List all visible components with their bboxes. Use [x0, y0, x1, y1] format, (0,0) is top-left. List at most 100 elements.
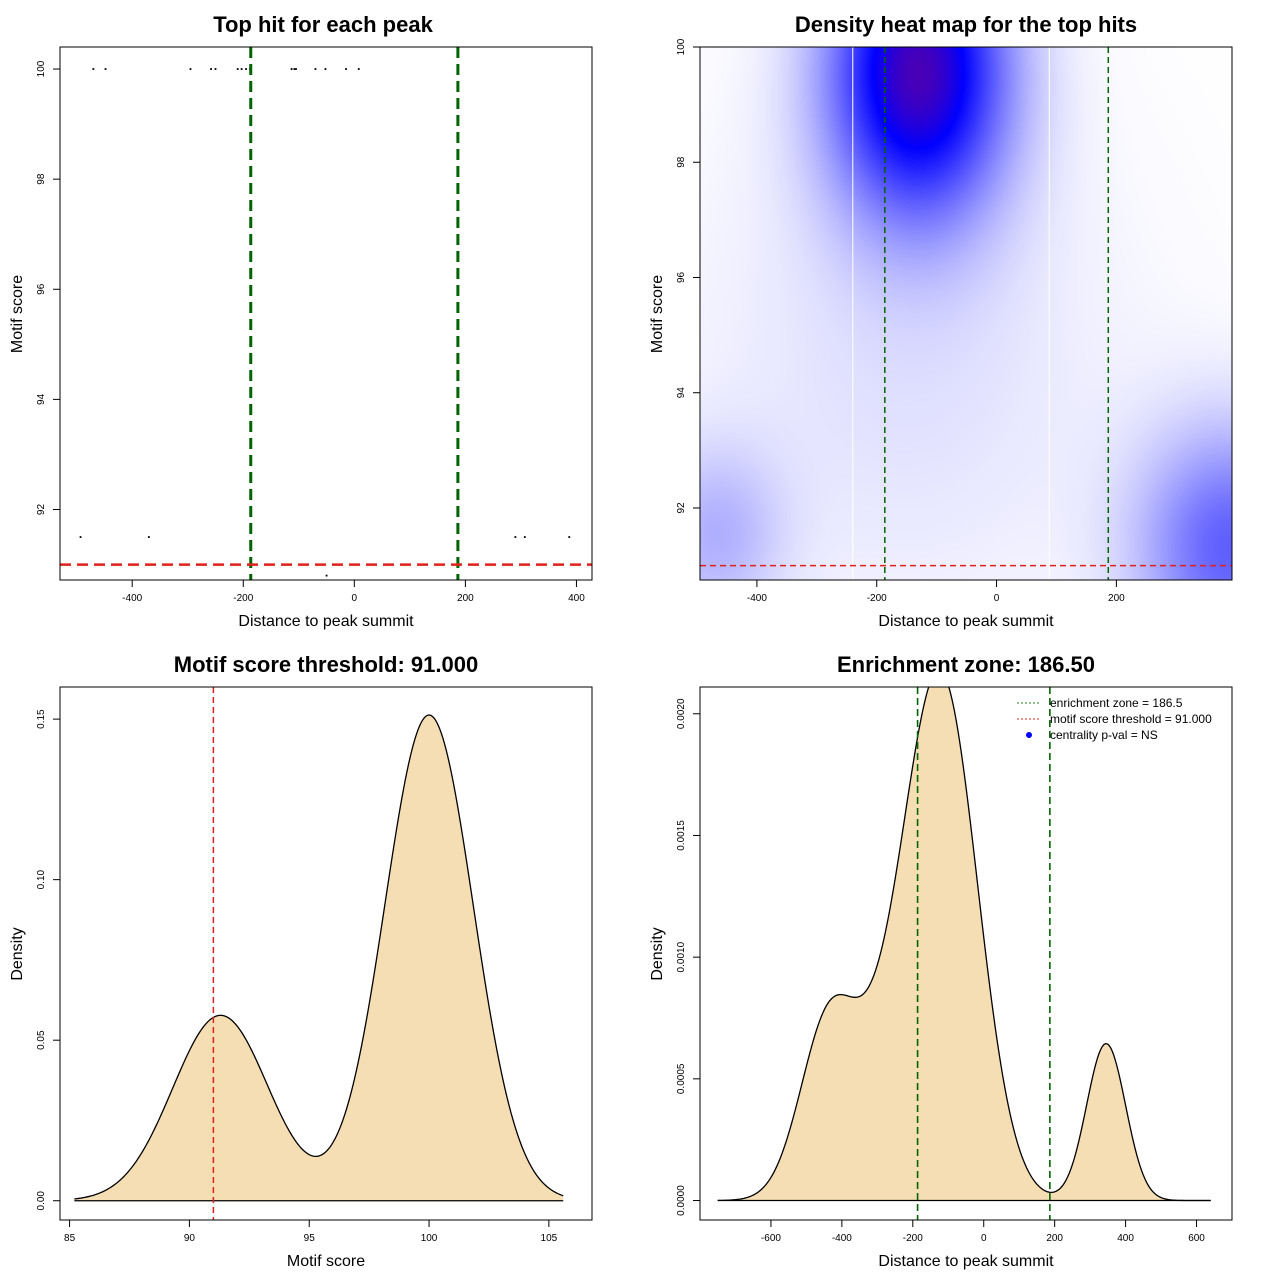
x-tick-label: 400: [568, 593, 585, 604]
scatter-point: [147, 536, 150, 538]
x-tick-label: 90: [184, 1233, 196, 1244]
chart-title: Enrichment zone: 186.50: [837, 652, 1095, 677]
y-tick-label: 0.05: [36, 1030, 47, 1050]
y-axis-label: Density: [9, 927, 26, 980]
panel-top-hits: Top hit for each peak -400 -200 0 200 400 92…: [9, 12, 593, 630]
scatter-point: [523, 536, 526, 538]
scatter-point: [314, 68, 317, 70]
legend-pval-swatch: [1026, 732, 1032, 738]
panel-score-density: Motif score threshold: 91.000 85 90 95 100 1…: [9, 652, 593, 1270]
scatter-point: [293, 68, 296, 70]
scatter-point: [245, 68, 247, 70]
y-tick-label: 94: [36, 393, 47, 405]
y-tick-label: 96: [36, 283, 47, 295]
x-tick-label: -400: [747, 593, 767, 604]
x-tick-label: -600: [761, 1233, 781, 1244]
y-tick-label: 98: [36, 173, 47, 185]
plot-frame: [59, 686, 593, 1221]
scatter-point: [210, 68, 212, 70]
x-tick-label: 200: [1108, 593, 1125, 604]
density-area: [74, 715, 564, 1201]
x-tick-label: 0: [352, 593, 358, 604]
y-tick-label: 96: [676, 271, 687, 283]
scatter-point: [357, 68, 360, 70]
scatter-point: [345, 68, 347, 70]
scatter-point: [104, 68, 107, 70]
x-tick-label: -400: [122, 593, 142, 604]
y-tick-label: 0.0010: [676, 941, 687, 972]
x-tick-label: 200: [1046, 1233, 1063, 1244]
y-tick-label: 92: [36, 504, 47, 516]
scatter-point: [240, 68, 243, 70]
y-tick-label: 92: [676, 502, 687, 514]
x-axis: 85 90 95 100 105: [64, 1220, 558, 1244]
y-tick-label: 0.0000: [676, 1185, 687, 1216]
legend: enrichment zone = 186.5 motif score thre…: [1017, 696, 1212, 742]
panel-distance-density: Enrichment zone: 186.50 -600 -400 -200 0 200…: [649, 652, 1233, 1270]
y-axis: 92 94 96 98 100: [676, 38, 700, 514]
scatter-point: [325, 574, 328, 577]
y-axis-label: Motif score: [9, 275, 26, 353]
y-tick-label: 98: [676, 156, 687, 168]
scatter-point: [79, 536, 82, 538]
y-tick-label: 0.0015: [676, 820, 687, 851]
y-tick-label: 0.0005: [676, 1063, 687, 1094]
chart-title: Top hit for each peak: [213, 12, 433, 37]
x-tick-label: -200: [903, 1233, 923, 1244]
plot-area: [60, 47, 592, 580]
y-tick-label: 94: [676, 387, 687, 399]
x-tick-label: 600: [1188, 1233, 1205, 1244]
plot-area: [717, 687, 1211, 1220]
x-axis-label: Motif score: [287, 1253, 365, 1270]
scatter-point: [324, 68, 327, 70]
plot-area: [700, 47, 1232, 580]
y-tick-label: 100: [36, 60, 47, 77]
scatter-point: [568, 536, 571, 538]
x-axis: -400 -200 0 200: [747, 580, 1125, 604]
y-tick-label: 0.15: [36, 709, 47, 729]
chart-title: Motif score threshold: 91.000: [174, 652, 478, 677]
y-tick-label: 0.10: [36, 869, 47, 889]
legend-item-pval: centrality p-val = NS: [1050, 728, 1158, 742]
y-axis: 92 94 96 98 100: [36, 60, 60, 515]
x-axis: -400 -200 0 200 400: [122, 580, 585, 604]
x-tick-label: 400: [1117, 1233, 1134, 1244]
scatter-point: [514, 536, 517, 538]
x-tick-label: 95: [304, 1233, 316, 1244]
y-tick-label: 0.0020: [676, 698, 687, 729]
plot-frame: [59, 46, 593, 581]
density-curve: [74, 714, 564, 1200]
scatter-point: [295, 68, 297, 70]
panel-heatmap: Density heat map for the top hits -400 -2…: [649, 12, 1233, 630]
plot-frame: [699, 46, 1233, 581]
y-axis: 0.0000 0.0005 0.0010 0.0015 0.0020: [676, 698, 700, 1216]
scatter-point: [189, 68, 192, 70]
legend-item-zone: enrichment zone = 186.5: [1050, 696, 1183, 710]
plot-frame: [699, 686, 1233, 1221]
x-tick-label: 100: [421, 1233, 438, 1244]
y-tick-label: 100: [676, 38, 687, 55]
x-axis: -600 -400 -200 0 200 400 600: [761, 1220, 1205, 1244]
density-area: [717, 687, 1211, 1201]
x-axis-label: Distance to peak summit: [878, 1253, 1054, 1270]
x-tick-label: 200: [457, 593, 474, 604]
x-tick-label: 0: [994, 593, 1000, 604]
scatter-point: [92, 68, 95, 70]
x-tick-label: 85: [64, 1233, 76, 1244]
heatmap-raster: [700, 47, 1232, 580]
x-tick-label: 105: [541, 1233, 558, 1244]
legend-item-threshold: motif score threshold = 91.000: [1050, 712, 1212, 726]
scatter-point: [214, 68, 217, 70]
scatter-point: [290, 68, 293, 70]
x-tick-label: 0: [981, 1233, 987, 1244]
x-tick-label: -400: [832, 1233, 852, 1244]
y-axis: 0.00 0.05 0.10 0.15: [36, 709, 60, 1211]
y-axis-label: Density: [649, 927, 666, 980]
x-axis-label: Distance to peak summit: [878, 613, 1054, 630]
y-axis-label: Motif score: [649, 275, 666, 353]
density-curve: [717, 687, 1211, 1202]
plot-area: [74, 687, 564, 1220]
y-tick-label: 0.00: [36, 1191, 47, 1211]
scatter-point: [236, 68, 239, 70]
